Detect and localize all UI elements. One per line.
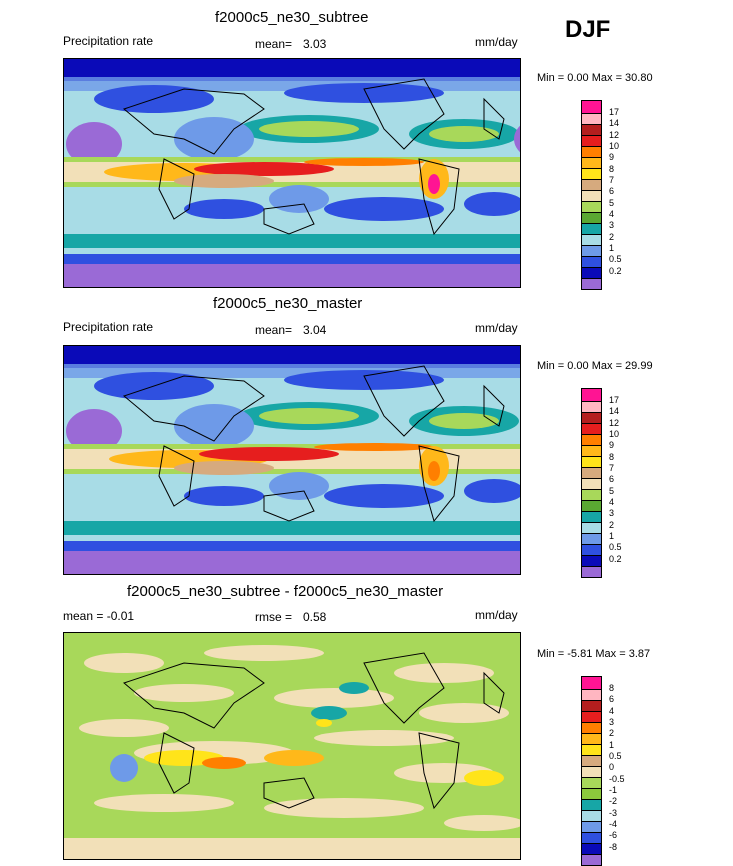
panel-1-cbar-tick: 17 [609, 107, 620, 117]
panel-2-cbar-tick: 4 [609, 497, 615, 507]
panel-2-map-field [64, 346, 524, 574]
panel-3-cbar-tick: 2 [609, 728, 615, 738]
panel-1-cbar-tick: 0.5 [609, 254, 622, 264]
panel-3-cbar-tick: -2 [609, 796, 618, 806]
panel-1-cbar-tick: 9 [609, 152, 615, 162]
panel-2-cbar-tick: 6 [609, 474, 615, 484]
panel-3-units: mm/day [475, 608, 518, 622]
panel-3-cbar-tick: 6 [609, 694, 615, 704]
panel-2-cbar-tick: 3 [609, 508, 615, 518]
panel-2-mean-value: 3.04 [303, 323, 327, 337]
panel-3-cbar-tick: -3 [609, 808, 618, 818]
panel-3-title: f2000c5_ne30_subtree - f2000c5_ne30_mast… [127, 583, 444, 600]
panel-3-minmax: Min = -5.81 Max = 3.87 [537, 648, 651, 660]
panel-1-cbar-tick: 10 [609, 141, 620, 151]
panel-1-mean-label: mean= [255, 37, 293, 51]
panel-1-cbar-tick: 5 [609, 198, 615, 208]
panel-1-units: mm/day [475, 35, 518, 49]
panel-2-title: f2000c5_ne30_master [213, 295, 363, 312]
panel-3-cbar-tick: 3 [609, 717, 615, 727]
panel-3-cbar-tick: 0 [609, 762, 615, 772]
panel-1-mean-value: 3.03 [303, 37, 327, 51]
panel-2-cbar-tick: 2 [609, 520, 615, 530]
panel-1-cbar-tick: 7 [609, 175, 615, 185]
panel-1-cbar-tick: 6 [609, 186, 615, 196]
panel-3-cbar-tick: 0.5 [609, 751, 622, 761]
panel-2-cbar-tick: 7 [609, 463, 615, 473]
panel-2-cbar-tick: 9 [609, 440, 615, 450]
panel-1-cbar-tick: 8 [609, 164, 615, 174]
panel-1-cbar-tick: 0.2 [609, 266, 622, 276]
panel-3-cbar-tick: -6 [609, 830, 618, 840]
panel-3-cbar-tick: 4 [609, 706, 615, 716]
panel-3-cbar-tick: 8 [609, 683, 615, 693]
panel-1-cbar-tick: 4 [609, 209, 615, 219]
panel-2-mean-label: mean= [255, 323, 293, 337]
panel-1-cbar-tick: 14 [609, 118, 620, 128]
panel-1-cbar-tick: 2 [609, 232, 615, 242]
panel-2-cbar-tick: 14 [609, 406, 620, 416]
panel-3-cbar-tick: 1 [609, 740, 615, 750]
panel-2-cbar-tick: 12 [609, 418, 620, 428]
panel-2-left-label: Precipitation rate [63, 320, 154, 334]
panel-1-cbar-tick: 12 [609, 130, 620, 140]
panel-2-cbar-tick: 0.2 [609, 554, 622, 564]
panel-2-cbar-tick: 1 [609, 531, 615, 541]
panel-1-map [63, 58, 574, 288]
panel-1-left-label: Precipitation rate [63, 34, 154, 48]
panel-2-map [63, 345, 524, 575]
panel-2-units: mm/day [475, 321, 518, 335]
panel-3-map-field [64, 633, 524, 859]
panel-3-map [63, 632, 524, 860]
panel-2-cbar-tick: 10 [609, 429, 620, 439]
panel-1-map-field [64, 59, 574, 287]
panel-3-rmse-label: rmse = [255, 610, 293, 624]
panel-2-cbar-tick: 0.5 [609, 542, 622, 552]
panel-1-minmax: Min = 0.00 Max = 30.80 [537, 72, 653, 84]
panel-2-cbar-tick: 8 [609, 452, 615, 462]
panel-3-mean: mean = -0.01 [63, 609, 135, 623]
panel-3-cbar-tick: -4 [609, 819, 618, 829]
panel-3-colorbar [581, 676, 602, 866]
panel-1-cbar-tick: 1 [609, 243, 615, 253]
panel-2-cbar-tick: 17 [609, 395, 620, 405]
panel-1-cbar-tick: 3 [609, 220, 615, 230]
panel-3-rmse-value: 0.58 [303, 610, 327, 624]
panel-1-colorbar [581, 100, 602, 290]
panel-3-cbar-tick: -0.5 [609, 774, 625, 784]
panel-2-colorbar [581, 388, 602, 578]
panel-2-cbar-tick: 5 [609, 486, 615, 496]
season-label: DJF [565, 16, 611, 43]
panel-3-cbar-tick: -8 [609, 842, 618, 852]
panel-3-cbar-tick: -1 [609, 785, 618, 795]
panel-1-title: f2000c5_ne30_subtree [215, 9, 369, 26]
panel-2-minmax: Min = 0.00 Max = 29.99 [537, 360, 653, 372]
